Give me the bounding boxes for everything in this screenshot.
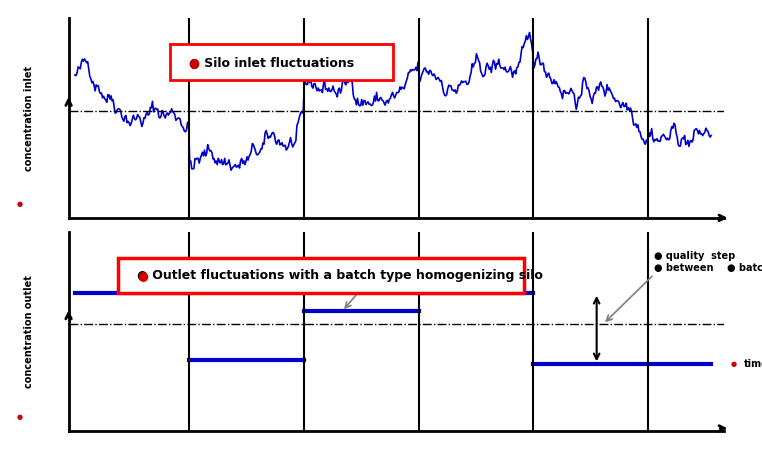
Text: ● Silo inlet fluctuations: ● Silo inlet fluctuations [188,55,354,69]
Text: ●: ● [16,201,23,207]
Text: ● Outlet fluctuations with a batch type homogenizing silo: ● Outlet fluctuations with a batch type … [137,269,543,282]
FancyBboxPatch shape [117,257,524,293]
Text: ●: ● [137,269,149,282]
Text: ● goal mean
● value: ● goal mean ● value [374,260,443,281]
Text: ●: ● [16,415,23,420]
Text: time: time [744,359,762,369]
FancyBboxPatch shape [170,44,393,80]
Text: concentration inlet: concentration inlet [24,65,34,171]
Text: concentration outlet: concentration outlet [24,275,34,388]
Text: ●: ● [731,361,737,367]
Text: ●: ● [374,271,383,281]
Text: ●: ● [188,55,200,69]
Text: ● quality  step
● between    ● batches: ● quality step ● between ● batches [654,252,762,273]
